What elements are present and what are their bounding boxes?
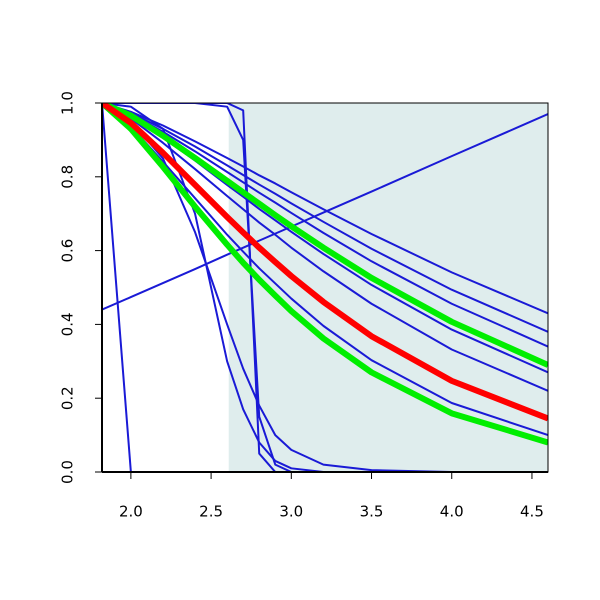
series-line [102, 103, 548, 348]
y-tick-label: 1.0 [59, 91, 77, 115]
axes-layer: 0.0 0.2 0.4 0.6 0.8 1.0 2.0 2.5 3.0 3.5 4.0 4.5 [59, 91, 549, 521]
lines-layer [102, 103, 548, 472]
x-tick-label: 2.5 [199, 503, 223, 521]
y-tick-label: 0.8 [59, 165, 77, 189]
x-tick-label: 4.0 [440, 503, 464, 521]
y-tick-label: 0.0 [59, 460, 77, 484]
series-line [102, 103, 548, 315]
x-tick-label: 4.5 [520, 503, 544, 521]
series-line [102, 103, 548, 437]
series-line [102, 103, 548, 333]
series-line [102, 103, 548, 422]
y-tick-label: 0.6 [59, 239, 77, 263]
y-tick-label: 0.2 [59, 386, 77, 410]
series-line [102, 103, 548, 368]
x-tick-label: 2.0 [119, 503, 143, 521]
y-tick-label: 0.4 [59, 312, 77, 336]
series-line [102, 113, 548, 311]
x-tick-label: 3.0 [279, 503, 303, 521]
series-line [102, 103, 548, 392]
x-tick-label: 3.5 [360, 503, 384, 521]
series-line [102, 103, 548, 472]
series-line [102, 103, 548, 472]
series-line [102, 103, 548, 472]
series-line [102, 103, 548, 446]
